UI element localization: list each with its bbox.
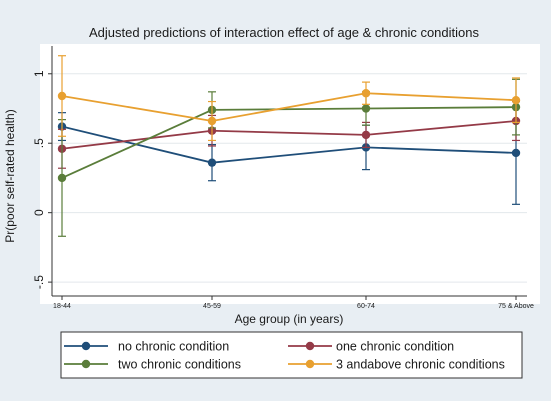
data-point bbox=[361, 89, 371, 98]
legend-label: no chronic condition bbox=[118, 340, 229, 354]
x-tick-label: 60-74 bbox=[357, 303, 375, 310]
series-line bbox=[61, 92, 517, 122]
legend: no chronic condition one chronic conditio… bbox=[64, 340, 505, 372]
data-point bbox=[511, 95, 521, 105]
series-group bbox=[57, 55, 521, 142]
plot-area bbox=[40, 44, 540, 304]
y-axis-label: Pr(poor self-rated health) bbox=[3, 109, 17, 242]
legend-box bbox=[60, 331, 523, 379]
axis-layer: -.5 0 .5 1 18-44 45-59 60-74 75 & Above bbox=[32, 46, 534, 310]
series-layer bbox=[57, 55, 521, 237]
legend-item: 3 andabove chronic conditions bbox=[288, 358, 505, 372]
legend-swatch-marker bbox=[81, 359, 91, 369]
y-tick-label: -.5 bbox=[32, 275, 46, 289]
y-tick-label: 0 bbox=[32, 209, 46, 216]
data-point bbox=[361, 130, 371, 140]
data-point bbox=[511, 148, 521, 158]
chart-title: Adjusted predictions of interaction effe… bbox=[89, 25, 479, 40]
legend-item: two chronic conditions bbox=[64, 358, 241, 372]
legend-swatch-marker bbox=[81, 341, 91, 351]
y-tick-label: 1 bbox=[32, 70, 46, 77]
legend-item: one chronic condition bbox=[288, 340, 454, 354]
x-axis-label: Age group (in years) bbox=[235, 312, 344, 326]
legend-swatch-marker bbox=[305, 341, 315, 351]
x-tick-label: 75 & Above bbox=[498, 303, 534, 310]
data-point bbox=[207, 116, 217, 126]
data-point bbox=[57, 173, 67, 183]
series-line bbox=[61, 120, 517, 150]
x-tick-label: 45-59 bbox=[203, 303, 221, 310]
legend-label: two chronic conditions bbox=[118, 358, 241, 372]
data-point bbox=[361, 104, 371, 113]
legend-swatch-marker bbox=[305, 359, 315, 369]
legend-item: no chronic condition bbox=[64, 340, 229, 354]
series-line bbox=[61, 106, 517, 179]
legend-label: one chronic condition bbox=[336, 340, 454, 354]
data-point bbox=[207, 158, 217, 167]
x-tick-label: 18-44 bbox=[53, 303, 71, 310]
data-point bbox=[57, 91, 67, 101]
y-tick-label: .5 bbox=[32, 138, 46, 148]
legend-label: 3 andabove chronic conditions bbox=[336, 358, 505, 372]
series-group bbox=[57, 78, 521, 237]
